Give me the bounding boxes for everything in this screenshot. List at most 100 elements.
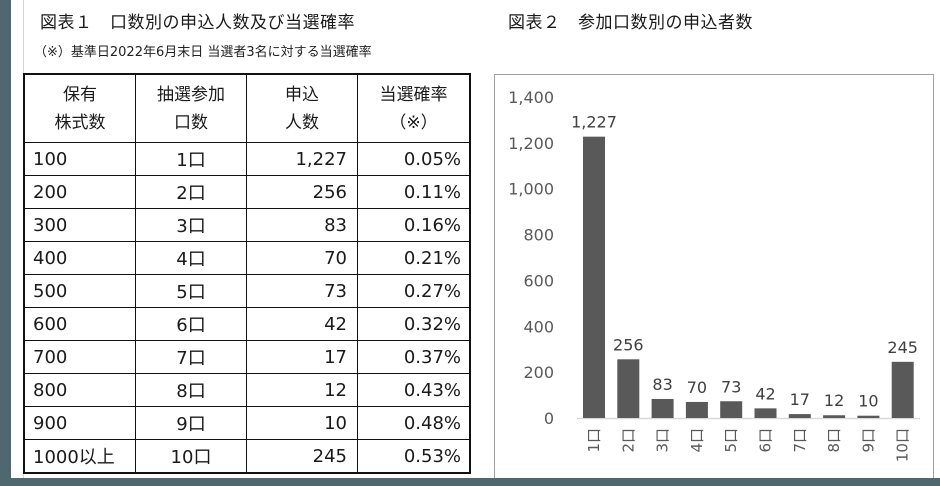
x-tick-label: 3口 bbox=[654, 428, 672, 453]
header-units: 抽選参加 口数 bbox=[135, 73, 247, 143]
cell-rate: 0.27% bbox=[357, 274, 471, 308]
table-row: 400 4口 70 0.21% bbox=[23, 241, 471, 275]
cell-applicants: 10 bbox=[246, 406, 358, 440]
bar bbox=[617, 359, 640, 418]
header-text: 保有 bbox=[63, 84, 97, 105]
x-tick-label: 4口 bbox=[688, 428, 706, 453]
data-label: 1,227 bbox=[571, 113, 617, 132]
table-row: 900 9口 10 0.48% bbox=[23, 406, 471, 440]
header-text: 株式数 bbox=[54, 112, 106, 133]
header-shares: 保有 株式数 bbox=[23, 73, 136, 143]
y-tick-label: 1,200 bbox=[508, 134, 554, 153]
cell-units: 3口 bbox=[135, 208, 247, 242]
x-tick-label: 9口 bbox=[859, 428, 877, 453]
table-row: 800 8口 12 0.43% bbox=[23, 373, 471, 407]
cell-applicants: 17 bbox=[246, 340, 358, 374]
header-text: 申込 bbox=[285, 84, 319, 105]
figure1-title: 図表１ 口数別の申込人数及び当選確率 bbox=[40, 13, 355, 33]
bar bbox=[583, 136, 605, 418]
cell-applicants: 83 bbox=[246, 208, 358, 242]
cell-shares: 900 bbox=[23, 406, 136, 440]
cell-rate: 0.05% bbox=[357, 142, 471, 176]
table-row: 100 1口 1,227 0.05% bbox=[23, 142, 471, 176]
cell-units: 10口 bbox=[135, 439, 247, 474]
y-tick-label: 1,000 bbox=[508, 180, 554, 199]
cell-shares: 300 bbox=[23, 208, 136, 242]
cell-shares: 400 bbox=[23, 241, 136, 275]
header-text: 口数 bbox=[174, 112, 208, 133]
table-row: 700 7口 17 0.37% bbox=[23, 340, 471, 374]
cell-shares: 600 bbox=[23, 307, 136, 341]
header-text: 抽選参加 bbox=[157, 84, 225, 105]
cell-shares: 200 bbox=[23, 175, 136, 209]
header-rate: 当選確率 （※） bbox=[357, 73, 471, 143]
cell-rate: 0.37% bbox=[357, 340, 471, 374]
applicants-table: 保有 株式数 抽選参加 口数 申込 人数 当選確率 （※） 100 1口 1,2… bbox=[23, 73, 471, 474]
cell-units: 7口 bbox=[135, 340, 247, 374]
cell-applicants: 245 bbox=[246, 439, 358, 474]
x-tick-label: 5口 bbox=[722, 428, 740, 453]
data-label: 17 bbox=[790, 390, 810, 409]
data-label: 70 bbox=[687, 378, 707, 397]
data-label: 83 bbox=[652, 375, 672, 394]
cell-units: 6口 bbox=[135, 307, 247, 341]
cell-applicants: 256 bbox=[246, 175, 358, 209]
cell-rate: 0.32% bbox=[357, 307, 471, 341]
data-label: 245 bbox=[887, 338, 918, 357]
table-header-row: 保有 株式数 抽選参加 口数 申込 人数 当選確率 （※） bbox=[23, 73, 471, 143]
cell-units: 1口 bbox=[135, 142, 247, 176]
cell-rate: 0.16% bbox=[357, 208, 471, 242]
cell-shares: 800 bbox=[23, 373, 136, 407]
data-label: 12 bbox=[824, 391, 844, 410]
bar bbox=[651, 398, 674, 418]
cell-rate: 0.48% bbox=[357, 406, 471, 440]
table-row: 300 3口 83 0.16% bbox=[23, 208, 471, 242]
table-row: 500 5口 73 0.27% bbox=[23, 274, 471, 308]
bar-chart-frame: 0 200 400 600 800 1,000 1,200 1,400 1,227 1口 256 2口… bbox=[494, 74, 934, 478]
figure1-note: （※）基準日2022年6月末日 当選者3名に対する当選確率 bbox=[34, 45, 372, 60]
y-tick-label: 200 bbox=[523, 363, 554, 382]
data-label: 256 bbox=[613, 335, 644, 354]
x-tick-label: 8口 bbox=[825, 428, 843, 453]
y-tick-label: 0 bbox=[544, 409, 554, 428]
x-tick-label: 10口 bbox=[894, 428, 912, 462]
table-row: 600 6口 42 0.32% bbox=[23, 307, 471, 341]
data-label: 42 bbox=[755, 384, 775, 403]
data-label: 10 bbox=[858, 392, 878, 411]
y-tick-label: 1,400 bbox=[508, 88, 554, 107]
y-tick-label: 800 bbox=[523, 226, 554, 245]
header-text: 人数 bbox=[285, 112, 319, 133]
y-tick-label: 600 bbox=[523, 271, 554, 290]
x-tick-label: 1口 bbox=[585, 428, 603, 453]
figure2-title: 図表２ 参加口数別の申込者数 bbox=[508, 13, 753, 33]
cell-shares: 100 bbox=[23, 142, 136, 176]
data-label: 73 bbox=[721, 377, 741, 396]
cell-shares: 700 bbox=[23, 340, 136, 374]
cell-units: 4口 bbox=[135, 241, 247, 275]
header-applicants: 申込 人数 bbox=[246, 73, 358, 143]
bar bbox=[754, 408, 777, 418]
cell-rate: 0.53% bbox=[357, 439, 471, 474]
cell-applicants: 12 bbox=[246, 373, 358, 407]
cell-applicants: 1,227 bbox=[246, 142, 358, 176]
y-tick-label: 400 bbox=[523, 317, 554, 336]
cell-rate: 0.43% bbox=[357, 373, 471, 407]
bar bbox=[823, 415, 846, 418]
cell-units: 8口 bbox=[135, 373, 247, 407]
cell-units: 9口 bbox=[135, 406, 247, 440]
table-row: 1000以上 10口 245 0.53% bbox=[23, 439, 471, 474]
bar bbox=[720, 401, 743, 418]
cell-applicants: 70 bbox=[246, 241, 358, 275]
x-tick-label: 2口 bbox=[619, 428, 637, 453]
bar bbox=[857, 415, 880, 418]
cell-shares: 1000以上 bbox=[23, 439, 136, 474]
table-row: 200 2口 256 0.11% bbox=[23, 175, 471, 209]
cell-applicants: 42 bbox=[246, 307, 358, 341]
cell-shares: 500 bbox=[23, 274, 136, 308]
cell-units: 2口 bbox=[135, 175, 247, 209]
cell-applicants: 73 bbox=[246, 274, 358, 308]
bar bbox=[685, 401, 708, 418]
cell-rate: 0.11% bbox=[357, 175, 471, 209]
x-tick-label: 6口 bbox=[757, 428, 775, 453]
bar bbox=[891, 361, 914, 418]
